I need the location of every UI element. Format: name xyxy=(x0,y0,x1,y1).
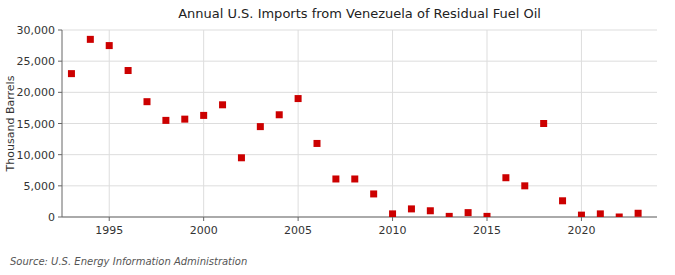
x-tick-label: 2015 xyxy=(473,224,501,237)
x-axis-line xyxy=(62,217,657,218)
point xyxy=(370,190,377,197)
point xyxy=(314,140,321,147)
y-tick-label: 30,000 xyxy=(17,24,56,37)
axes: 0 5,000 10,000 15,000 20,000 25,000 30,000 1995… xyxy=(17,24,596,237)
point xyxy=(597,210,604,217)
point xyxy=(276,111,283,118)
x-tick xyxy=(392,217,393,221)
point xyxy=(200,112,207,119)
y-tick-label: 20,000 xyxy=(17,86,56,99)
y-tick xyxy=(58,92,62,93)
point xyxy=(616,214,623,218)
point xyxy=(295,95,302,102)
grid-line-y xyxy=(62,61,657,62)
point xyxy=(219,101,226,108)
grid-line-x xyxy=(581,30,582,217)
point xyxy=(484,213,491,217)
y-tick-label: 0 xyxy=(48,211,55,224)
grid-line-x xyxy=(203,30,204,217)
point xyxy=(408,205,415,212)
x-tick xyxy=(109,217,110,221)
y-tick xyxy=(58,185,62,186)
point xyxy=(578,212,585,217)
x-tick xyxy=(298,217,299,221)
y-tick-label: 15,000 xyxy=(17,118,56,131)
source-note: Source: U.S. Energy Information Administ… xyxy=(10,256,247,267)
y-tick xyxy=(58,154,62,155)
x-tick-label: 2020 xyxy=(567,224,595,237)
point xyxy=(502,174,509,181)
point xyxy=(540,120,547,127)
grid-line-y xyxy=(62,30,657,31)
x-tick xyxy=(581,217,582,221)
x-tick-label: 2010 xyxy=(379,224,407,237)
point xyxy=(389,210,396,217)
point xyxy=(559,197,566,204)
grid-line-x xyxy=(109,30,110,217)
point xyxy=(332,175,339,182)
grid-line-y xyxy=(62,154,657,155)
point xyxy=(144,98,151,105)
y-tick xyxy=(58,217,62,218)
y-tick-label: 10,000 xyxy=(17,149,56,162)
grid-line-x xyxy=(487,30,488,217)
grid-line-y xyxy=(62,185,657,186)
x-tick-label: 2000 xyxy=(190,224,218,237)
point xyxy=(446,213,453,217)
points xyxy=(68,36,642,217)
grid xyxy=(62,30,657,217)
point xyxy=(521,182,528,189)
grid-line-y xyxy=(62,123,657,124)
point xyxy=(125,67,132,74)
y-axis-label: Thousand Barrels xyxy=(4,75,17,172)
point xyxy=(238,154,245,161)
point xyxy=(181,116,188,123)
point xyxy=(257,123,264,130)
point xyxy=(351,175,358,182)
y-tick xyxy=(58,123,62,124)
chart: 0 5,000 10,000 15,000 20,000 25,000 30,000 1995… xyxy=(0,0,675,275)
point xyxy=(635,210,642,217)
x-tick xyxy=(203,217,204,221)
point xyxy=(162,117,169,124)
point xyxy=(87,36,94,43)
x-tick-label: 2005 xyxy=(284,224,312,237)
point xyxy=(427,207,434,214)
point xyxy=(465,209,472,216)
grid-line-y xyxy=(62,217,657,218)
grid-line-x xyxy=(392,30,393,217)
x-tick xyxy=(487,217,488,221)
y-tick xyxy=(58,61,62,62)
y-tick-label: 25,000 xyxy=(17,55,56,68)
point xyxy=(106,42,113,49)
grid-line-y xyxy=(62,92,657,93)
x-tick-label: 1995 xyxy=(95,224,123,237)
y-tick-label: 5,000 xyxy=(24,180,56,193)
point xyxy=(68,70,75,77)
title: Annual U.S. Imports from Venezuela of Re… xyxy=(178,6,541,21)
grid-line-x xyxy=(298,30,299,217)
y-tick xyxy=(58,30,62,31)
